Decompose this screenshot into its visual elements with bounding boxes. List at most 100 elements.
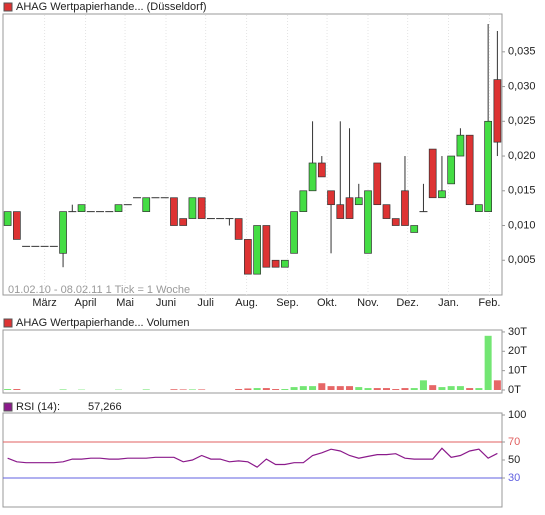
y-tick-label: 100 [508,409,526,421]
x-tick-label: Juli [197,297,214,309]
candle-body [345,197,354,219]
candle-body [382,204,391,219]
price-panel [2,13,503,296]
candle-body [271,259,280,268]
volume-bar [318,383,326,390]
candle-body [142,197,151,212]
candle-body [188,197,197,219]
volume-bar [188,389,196,390]
x-tick-label: April [75,297,97,309]
y-tick-label: 0,025 [508,115,536,127]
volume-bar [456,386,464,390]
candle-body [3,211,12,226]
candle-body [179,218,188,226]
volume-bar [262,388,270,390]
volume-bar [392,389,400,390]
candle-body [428,148,437,199]
volume-bar [281,389,289,390]
y-tick-label: 20T [508,345,527,357]
y-tick-label: 0,030 [508,80,536,92]
candle-body [262,225,271,268]
volume-bar [290,387,298,390]
candle-body [170,197,178,226]
volume-bar [466,388,474,390]
candle-body [354,197,363,206]
panel-title: RSI (14): [16,401,60,413]
candle-body [465,134,474,206]
candle-body [373,162,382,206]
legend-icon [3,402,13,412]
volume-bar [327,386,335,390]
x-tick-label: März [32,297,56,309]
y-tick-label: 0,005 [508,254,536,266]
candle-body [438,190,446,199]
volume-bar [299,386,307,390]
y-tick-label: 0,020 [508,150,536,162]
volume-bar [429,385,437,390]
candle-body [336,204,345,219]
period-label: 01.02.10 - 08.02.11 1 Tick = 1 Woche [8,284,190,296]
volume-bar [235,389,243,390]
x-tick-label: Feb. [478,297,500,309]
candle-body [493,79,502,143]
volume-bar [419,380,427,390]
panel-title: AHAG Wertpapierhande... Volumen [16,317,189,329]
candle-body [234,218,243,240]
candle-body [280,259,289,268]
rsi-line [7,447,498,468]
candle-body [456,134,465,157]
candle-body [114,204,123,212]
volume-bar [4,389,12,390]
volume-bar [355,387,363,390]
candle-body [364,190,372,254]
candle-body [410,225,419,233]
candle-body [447,155,456,185]
candle-body [59,211,67,254]
y-tick-label: 0,010 [508,219,536,231]
volume-panel [2,329,503,394]
y-tick-label: 30 [508,472,520,484]
candle-body [317,162,326,178]
x-tick-label: Aug. [235,297,258,309]
volume-bar [309,386,317,390]
candle-body [401,190,409,226]
volume-bar [59,389,67,390]
candle-body [308,162,317,192]
x-tick-label: Okt. [317,297,337,309]
rsi-panel [2,412,503,508]
volume-bar [170,389,178,390]
volume-bar [493,380,501,390]
volume-bar [438,387,446,390]
legend-icon [3,318,13,328]
candle-body [13,211,21,240]
volume-bar [13,389,21,390]
x-tick-label: Sep. [276,297,299,309]
panel-title: AHAG Wertpapierhande... (Düsseldorf) [16,1,207,13]
x-tick-label: Mai [116,297,134,309]
volume-bar [336,386,344,390]
volume-bar [346,386,354,390]
candle-body [290,211,298,254]
x-tick-label: Dez. [396,297,419,309]
volume-bar [253,388,261,390]
x-tick-label: Nov. [357,297,379,309]
volume-bar [401,388,409,390]
candle-body [391,218,400,226]
candle-body [475,204,483,212]
x-tick-label: Jan. [438,297,459,309]
y-tick-label: 0,015 [508,185,536,197]
candle-body [244,239,252,275]
volume-bar [364,388,372,390]
candle-body [327,190,335,206]
volume-bar [272,389,280,390]
y-tick-label: 70 [508,436,520,448]
volume-bar [382,388,390,390]
volume-bar [484,335,492,390]
y-tick-label: 10T [508,365,527,377]
volume-bar [373,388,381,390]
candle-body [197,197,206,219]
volume-bar [198,389,206,390]
volume-bar [142,389,150,390]
y-tick-label: 0,035 [508,46,536,58]
